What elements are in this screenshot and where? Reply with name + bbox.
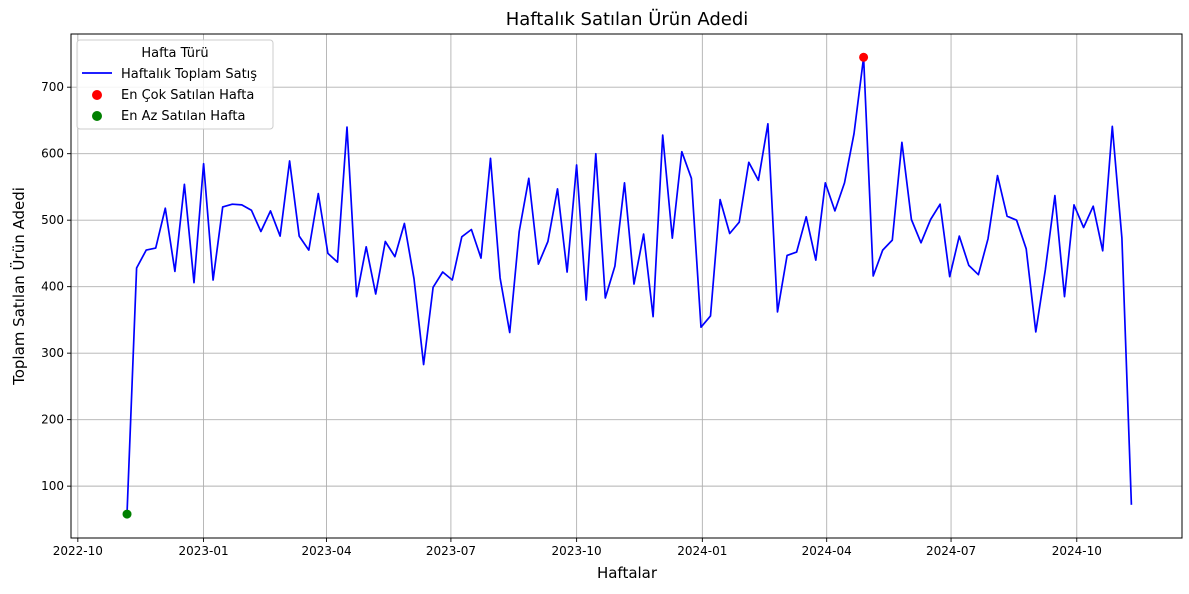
x-tick-label: 2024-10: [1052, 544, 1102, 558]
x-tick-label: 2023-10: [552, 544, 602, 558]
max-week-point: [859, 52, 869, 62]
y-tick-label: 500: [41, 213, 64, 227]
legend-marker-min: [92, 111, 102, 121]
legend-label-max: En Çok Satılan Hafta: [121, 88, 254, 103]
series-line-weekly-total: [126, 56, 1133, 515]
y-tick-label: 300: [41, 346, 64, 360]
plot-frame: [70, 33, 1183, 539]
x-tick-label: 2023-01: [178, 544, 228, 558]
legend-label-series: Haftalık Toplam Satış: [121, 67, 257, 82]
x-axis-ticks: 2022-10 2023-01 2023-04 2023-07 2023-10 2024-…: [53, 538, 1102, 558]
gridlines: [71, 34, 1182, 538]
x-tick-label: 2022-10: [53, 544, 103, 558]
x-tick-label: 2024-04: [802, 544, 852, 558]
legend-label-min: En Az Satılan Hafta: [121, 109, 245, 124]
legend-title: Hafta Türü: [141, 46, 208, 61]
legend-marker-max: [92, 90, 102, 100]
min-week-point: [122, 509, 132, 519]
x-tick-label: 2023-07: [426, 544, 476, 558]
y-axis-ticks: 100 200 300 400 500 600 700: [41, 80, 71, 493]
y-tick-label: 200: [41, 413, 64, 427]
y-axis-label: Toplam Satılan Ürün Adedi: [9, 187, 28, 386]
x-tick-label: 2024-07: [926, 544, 976, 558]
x-tick-label: 2023-04: [301, 544, 351, 558]
y-tick-label: 700: [41, 80, 64, 94]
x-tick-label: 2024-01: [677, 544, 727, 558]
y-tick-label: 600: [41, 147, 64, 161]
chart-title: Haftalık Satılan Ürün Adedi: [506, 8, 749, 30]
y-tick-label: 400: [41, 280, 64, 294]
legend-box: [76, 39, 274, 130]
series-layer: [126, 56, 1133, 515]
highlight-points: [122, 52, 869, 519]
legend: Hafta Türü Haftalık Toplam Satış En Çok …: [76, 39, 274, 130]
x-axis-label: Haftalar: [597, 564, 658, 582]
y-tick-label: 100: [41, 479, 64, 493]
